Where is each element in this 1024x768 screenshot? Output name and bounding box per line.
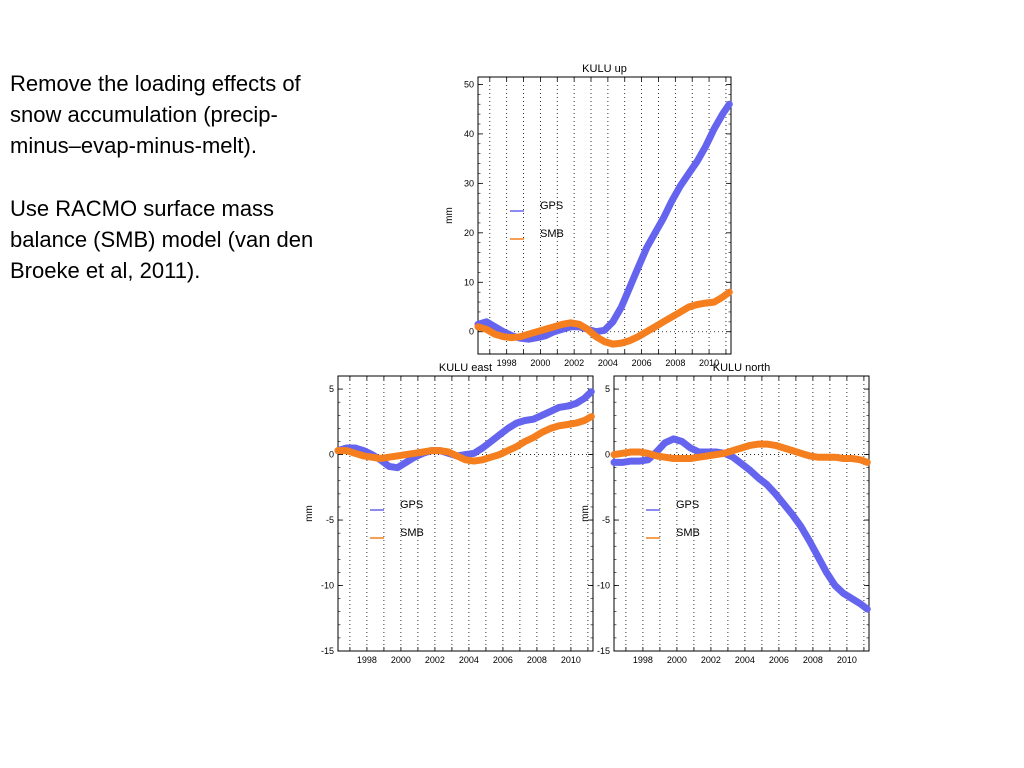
legend-label-smb: SMB xyxy=(676,527,700,539)
legend-label-gps: GPS xyxy=(400,499,423,511)
x-tick-label: 2002 xyxy=(425,655,445,665)
x-tick-label: 2002 xyxy=(701,655,721,665)
legend-label-gps: GPS xyxy=(676,499,699,511)
slide-text: Remove the loading effects of snow accum… xyxy=(10,68,410,318)
legend-label-smb: SMB xyxy=(540,228,564,240)
plot-frame xyxy=(337,375,594,652)
x-tick-label: 2006 xyxy=(769,655,789,665)
y-tick-label: 5 xyxy=(329,384,334,394)
x-tick-label: 2000 xyxy=(391,655,411,665)
y-tick-label: 0 xyxy=(605,450,610,460)
x-tick-label: 2006 xyxy=(493,655,513,665)
x-tick-label: 2008 xyxy=(803,655,823,665)
x-tick-label: 2004 xyxy=(598,358,618,368)
y-tick-label: 5 xyxy=(605,384,610,394)
chart-north: KULU north 1998 2000 2002 2004 2006 2008 2010 5 0… xyxy=(580,362,871,665)
x-tick-label: 2000 xyxy=(667,655,687,665)
y-tick-label: 40 xyxy=(464,129,474,139)
x-tick-label: 2004 xyxy=(459,655,479,665)
y-tick-label: 30 xyxy=(464,178,474,188)
x-tick-label: 2000 xyxy=(530,358,550,368)
y-tick-label: -10 xyxy=(597,581,610,591)
y-tick-label: -10 xyxy=(321,581,334,591)
x-tick-label: 1998 xyxy=(633,655,653,665)
x-tick-label: 1998 xyxy=(357,655,377,665)
x-tick-label: 1998 xyxy=(497,358,517,368)
plot-frame xyxy=(613,375,870,652)
series-line-smb xyxy=(474,288,733,348)
x-tick-label: 2010 xyxy=(561,655,581,665)
x-tick-label: 2010 xyxy=(699,358,719,368)
x-tick-label: 2006 xyxy=(632,358,652,368)
y-tick-label: -15 xyxy=(597,646,610,656)
series-line-gps xyxy=(610,435,871,613)
series-line-smb xyxy=(334,413,595,465)
y-axis-label: mm xyxy=(304,505,315,522)
x-tick-label: 2010 xyxy=(837,655,857,665)
y-tick-label: -15 xyxy=(321,646,334,656)
y-tick-label: 50 xyxy=(464,79,474,89)
x-tick-label: 2004 xyxy=(735,655,755,665)
x-tick-label: 2008 xyxy=(665,358,685,368)
legend-label-smb: SMB xyxy=(400,527,424,539)
x-tick-label: 2008 xyxy=(527,655,547,665)
x-tick-label: 2002 xyxy=(564,358,584,368)
y-tick-label: 0 xyxy=(329,450,334,460)
y-tick-label: -5 xyxy=(326,515,334,525)
y-axis-label: mm xyxy=(580,505,591,522)
y-tick-label: 10 xyxy=(464,277,474,287)
chart-title: KULU east xyxy=(439,362,492,374)
chart-east: KULU east 1998 2000 2002 2004 2006 2008 2010 5 0 -… xyxy=(304,362,595,665)
y-tick-label: 20 xyxy=(464,228,474,238)
series-line-smb xyxy=(610,440,871,466)
plot-frame xyxy=(477,76,732,355)
chart-up: KULU up 1998 2000 2002 2004 2006 2008 2010 0 10 20… xyxy=(444,63,733,368)
slide-paragraph-1: Remove the loading effects of snow accum… xyxy=(10,71,301,158)
y-tick-label: 0 xyxy=(469,327,474,337)
y-tick-label: -5 xyxy=(602,515,610,525)
chart-title: KULU up xyxy=(582,63,627,75)
chart-title: KULU north xyxy=(713,362,770,374)
y-axis-label: mm xyxy=(444,207,455,224)
legend-label-gps: GPS xyxy=(540,200,563,212)
slide-paragraph-2: Use RACMO surface mass balance (SMB) mod… xyxy=(10,196,314,283)
